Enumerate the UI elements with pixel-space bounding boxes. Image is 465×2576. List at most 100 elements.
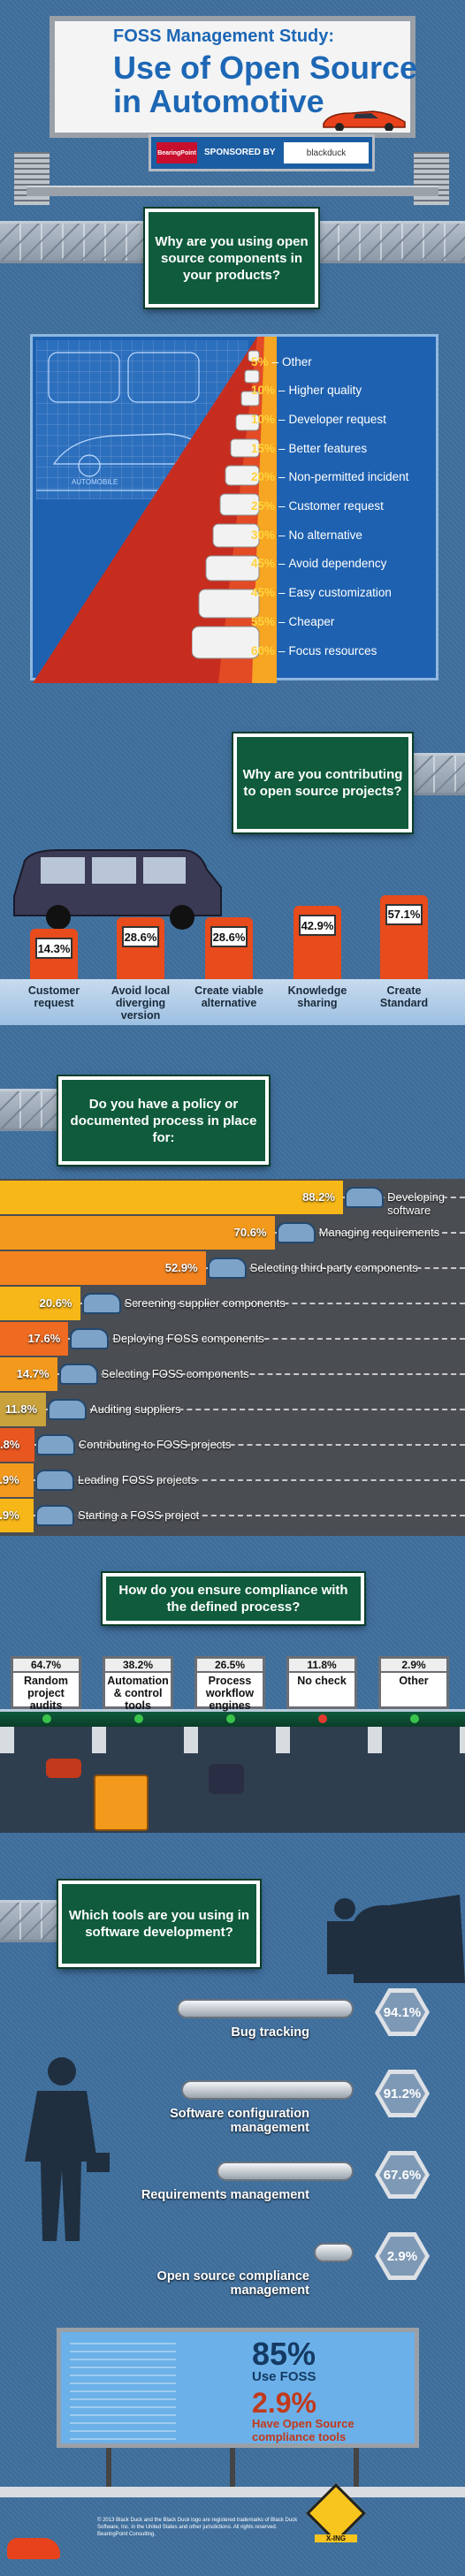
- policy-dash-line: [205, 1267, 465, 1269]
- billboard-left-list: [70, 2337, 176, 2440]
- tool-pct-hex: 94.1%: [375, 1988, 430, 2036]
- pump-ground: [0, 979, 465, 1025]
- policy-pct: 52.9%: [164, 1261, 198, 1274]
- question-tools: Which tools are you using in software de…: [57, 1879, 262, 1969]
- gas-pump-pct: 14.3%: [35, 938, 72, 960]
- use-reason-row: 5% – Other: [251, 352, 312, 371]
- policy-bar: [0, 1393, 46, 1426]
- policy-label: Managing requirements: [318, 1226, 440, 1239]
- toll-booth: 11.8% No check: [286, 1656, 357, 1709]
- toll-booth-label: Random project audits: [24, 1675, 68, 1712]
- wrench-icon: [217, 2162, 354, 2181]
- sponsored-by-label: SPONSORED BY: [204, 148, 276, 157]
- policy-dash-line: [45, 1409, 465, 1410]
- policy-dash-line: [34, 1515, 465, 1516]
- gas-pump-pct: 28.6%: [122, 926, 159, 948]
- car-icon: [276, 1222, 316, 1243]
- sports-car-icon: [320, 106, 408, 132]
- use-reason-pct: 45%: [251, 586, 276, 600]
- stacked-cars-icon: [191, 350, 260, 659]
- question-contrib: Why are you contributing to open source …: [232, 732, 414, 834]
- use-reason-row: 45% – Easy customization: [251, 583, 392, 603]
- footer-sub-1: Use FOSS: [252, 2369, 316, 2384]
- tool-label: Software configuration management: [170, 2107, 309, 2135]
- gas-pump: 42.9%: [293, 906, 341, 979]
- use-reason-label: No alternative: [288, 528, 362, 542]
- policy-pct: 2.9%: [0, 1508, 19, 1522]
- toll-light-icon: [134, 1714, 143, 1723]
- car-icon: [47, 1399, 87, 1420]
- use-reason-row: 10% – Higher quality: [251, 381, 362, 400]
- toll-light-icon: [318, 1714, 327, 1723]
- toll-light-icon: [42, 1714, 51, 1723]
- use-reason-row: 10% – Developer request: [251, 409, 386, 429]
- blueprint-label: AUTOMOBILE: [72, 478, 118, 486]
- gas-pump: 28.6%: [117, 917, 164, 979]
- gas-pump: 57.1%: [380, 894, 428, 979]
- billboard-post-left: [14, 152, 50, 205]
- use-reason-dash: –: [278, 643, 286, 657]
- toll-booth: 2.9% Other: [378, 1656, 449, 1709]
- toll-booth-pct: 64.7%: [13, 1659, 79, 1673]
- tool-pct: 91.2%: [383, 2086, 422, 2101]
- use-reason-dash: –: [278, 586, 286, 600]
- sponsor-logo-2: blackduck: [284, 142, 369, 163]
- use-reason-dash: –: [278, 441, 286, 455]
- policy-label: Leading FOSS projects: [78, 1473, 197, 1486]
- question-policy-text: Do you have a policy or documented proce…: [70, 1096, 257, 1145]
- policy-dash-line: [80, 1303, 465, 1304]
- use-reason-row: 15% – Better features: [251, 438, 367, 458]
- policy-dash-line: [68, 1338, 465, 1340]
- toll-booth-pct: 2.9%: [381, 1659, 446, 1673]
- toll-booth: 64.7% Random project audits: [11, 1656, 81, 1712]
- car-icon: [207, 1258, 247, 1279]
- policy-dash-line: [57, 1373, 465, 1375]
- use-reason-pct: 5%: [251, 354, 269, 369]
- girder-4: [0, 1900, 58, 1942]
- toll-booth-label: No check: [297, 1675, 347, 1687]
- wrench-icon: [314, 2243, 354, 2262]
- question-compliance: How do you ensure compliance with the de…: [101, 1571, 366, 1626]
- gas-pump-pct: 28.6%: [210, 926, 248, 948]
- wrench-icon: [177, 1999, 354, 2018]
- policy-label: Deploying FOSS components: [112, 1332, 264, 1345]
- footer-stat-2: 2.9%: [252, 2387, 316, 2419]
- use-reason-label: Focus resources: [288, 643, 377, 657]
- billboard-post-right: [414, 152, 449, 205]
- gas-pump-label: Create Standard: [379, 984, 429, 1009]
- use-reason-dash: –: [278, 499, 286, 513]
- car-icon: [81, 1293, 121, 1314]
- use-reason-row: 25% – Customer request: [251, 497, 384, 516]
- crossing-sign-label: X-ING: [315, 2534, 357, 2542]
- use-reason-label: Cheaper: [288, 614, 335, 628]
- footer-sub-2: Have Open Source compliance tools: [252, 2417, 354, 2443]
- use-reason-row: 30% – No alternative: [251, 525, 362, 544]
- tool-pct-hex: 2.9%: [375, 2232, 430, 2280]
- mechanic-silhouette-icon: [292, 1886, 465, 1983]
- car-icon: [35, 1505, 74, 1526]
- footer-road: [0, 2487, 465, 2497]
- header-title: Use of Open Source in Automotive: [113, 49, 418, 119]
- car-dark-icon: [209, 1764, 244, 1794]
- use-reason-label: Non-permitted incident: [288, 470, 409, 484]
- footer-billboard-legs: [71, 2448, 407, 2487]
- gas-pump-label: Knowledge sharing: [287, 984, 347, 1009]
- policy-label: Selecting third-party components: [249, 1261, 418, 1274]
- car-icon: [35, 1434, 75, 1455]
- policy-pct: 8.8%: [0, 1438, 20, 1451]
- car-icon: [35, 1470, 74, 1491]
- suv-icon: [5, 834, 226, 931]
- gas-pump-pct: 57.1%: [385, 903, 423, 925]
- use-reason-label: Other: [282, 354, 312, 369]
- use-reason-pct: 55%: [251, 614, 276, 628]
- toll-booth-pct: 11.8%: [289, 1659, 354, 1673]
- tool-label: Requirements management: [141, 2188, 309, 2202]
- car-icon: [345, 1187, 385, 1208]
- use-reason-dash: –: [278, 614, 286, 628]
- use-reason-label: Developer request: [288, 412, 386, 426]
- policy-pct: 5.9%: [0, 1473, 19, 1486]
- policy-pct: 70.6%: [233, 1226, 267, 1239]
- policy-label: Contributing to FOSS projects: [78, 1438, 232, 1451]
- tool-pct: 67.6%: [383, 2167, 422, 2183]
- question-contrib-text: Why are you contributing to open source …: [242, 767, 403, 799]
